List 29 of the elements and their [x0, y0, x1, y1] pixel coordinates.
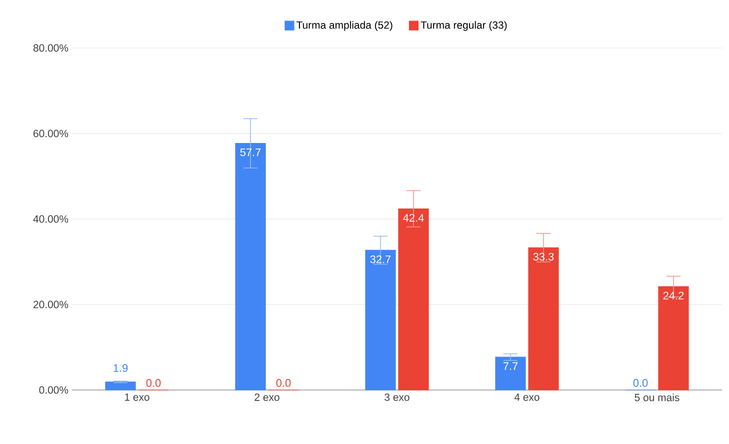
bar	[235, 143, 266, 390]
data-label: 24.2	[663, 292, 684, 300]
data-label: 7.7	[503, 362, 518, 370]
data-label: 1.9	[114, 364, 128, 372]
x-tick-label: 2 exo	[254, 394, 280, 401]
data-label: 0.0	[146, 379, 161, 387]
data-label: 33.3	[533, 252, 554, 261]
y-tick-label: 80.00%	[33, 44, 68, 52]
data-label: 42.4	[403, 214, 424, 222]
x-tick-label: 4 exo	[514, 394, 540, 401]
legend-label: Turma ampliada (52)	[296, 21, 392, 31]
y-tick-label: 0.00%	[39, 386, 68, 394]
y-tick-label: 40.00%	[33, 215, 68, 223]
data-label: 57.7	[240, 148, 261, 156]
bar	[528, 247, 559, 390]
x-tick-label: 1 exo	[125, 394, 150, 401]
bar	[105, 382, 136, 390]
x-tick-label: 5 ou mais	[634, 394, 680, 402]
data-label: 32.7	[370, 255, 391, 264]
y-tick-label: 60.00%	[34, 130, 68, 138]
legend-label: Turma regular (33)	[420, 21, 507, 31]
y-tick-label: 20.00%	[34, 300, 68, 308]
x-tick-label: 3 exo	[384, 394, 410, 401]
data-label: 0.0	[633, 379, 648, 387]
bar	[365, 250, 396, 390]
bar	[398, 208, 429, 390]
bar	[658, 286, 689, 390]
bar	[495, 356, 526, 390]
data-label: 0.0	[276, 379, 291, 387]
